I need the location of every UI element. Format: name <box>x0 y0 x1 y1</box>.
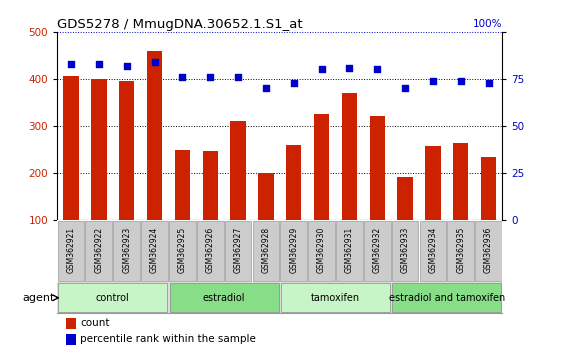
Text: 100%: 100% <box>473 19 502 29</box>
Text: control: control <box>96 293 130 303</box>
Text: GSM362923: GSM362923 <box>122 227 131 273</box>
Text: GDS5278 / MmugDNA.30652.1.S1_at: GDS5278 / MmugDNA.30652.1.S1_at <box>57 18 303 31</box>
Bar <box>286 145 301 219</box>
Bar <box>203 151 218 219</box>
FancyBboxPatch shape <box>336 221 363 281</box>
FancyBboxPatch shape <box>86 221 112 281</box>
Point <box>400 85 409 91</box>
Bar <box>119 81 134 219</box>
Point <box>262 85 271 91</box>
FancyBboxPatch shape <box>197 221 224 281</box>
Point <box>484 80 493 85</box>
Bar <box>369 116 385 219</box>
Text: GSM362933: GSM362933 <box>400 227 409 273</box>
FancyBboxPatch shape <box>169 221 196 281</box>
Text: GSM362934: GSM362934 <box>428 227 437 273</box>
FancyBboxPatch shape <box>392 221 419 281</box>
FancyBboxPatch shape <box>170 283 279 312</box>
Text: GSM362928: GSM362928 <box>262 227 271 273</box>
FancyBboxPatch shape <box>58 221 85 281</box>
Bar <box>63 76 79 219</box>
Text: GSM362926: GSM362926 <box>206 227 215 273</box>
Text: GSM362931: GSM362931 <box>345 227 354 273</box>
FancyBboxPatch shape <box>252 221 279 281</box>
Text: tamoxifen: tamoxifen <box>311 293 360 303</box>
Text: GSM362925: GSM362925 <box>178 227 187 273</box>
Point <box>178 74 187 80</box>
Text: GSM362936: GSM362936 <box>484 227 493 273</box>
Point <box>345 65 354 70</box>
Text: GSM362929: GSM362929 <box>289 227 298 273</box>
Bar <box>425 146 441 219</box>
FancyBboxPatch shape <box>475 221 502 281</box>
Bar <box>66 333 76 345</box>
Point <box>456 78 465 84</box>
Text: GSM362927: GSM362927 <box>234 227 243 273</box>
Text: count: count <box>81 319 110 329</box>
FancyBboxPatch shape <box>392 283 501 312</box>
Text: GSM362922: GSM362922 <box>94 227 103 273</box>
Bar <box>147 51 162 219</box>
Text: GSM362930: GSM362930 <box>317 227 326 273</box>
Text: GSM362935: GSM362935 <box>456 227 465 273</box>
Bar <box>230 121 246 219</box>
FancyBboxPatch shape <box>447 221 474 281</box>
FancyBboxPatch shape <box>58 283 167 312</box>
FancyBboxPatch shape <box>141 221 168 281</box>
FancyBboxPatch shape <box>420 221 447 281</box>
Bar <box>453 143 468 219</box>
Point <box>373 67 382 72</box>
Point <box>94 61 103 67</box>
Bar <box>258 173 274 219</box>
FancyBboxPatch shape <box>280 221 307 281</box>
Text: GSM362932: GSM362932 <box>373 227 382 273</box>
Text: estradiol and tamoxifen: estradiol and tamoxifen <box>389 293 505 303</box>
Bar <box>481 157 496 219</box>
Bar <box>341 93 357 219</box>
FancyBboxPatch shape <box>281 283 390 312</box>
Point <box>206 74 215 80</box>
Bar <box>66 318 76 330</box>
Text: GSM362921: GSM362921 <box>66 227 75 273</box>
Text: estradiol: estradiol <box>203 293 246 303</box>
Point <box>122 63 131 68</box>
Bar <box>91 79 107 219</box>
FancyBboxPatch shape <box>308 221 335 281</box>
Bar <box>397 177 413 219</box>
FancyBboxPatch shape <box>364 221 391 281</box>
Point <box>234 74 243 80</box>
Bar <box>175 150 190 219</box>
Point <box>317 67 326 72</box>
Point <box>428 78 437 84</box>
FancyBboxPatch shape <box>224 221 251 281</box>
Point <box>289 80 298 85</box>
Bar <box>314 114 329 219</box>
Text: GSM362924: GSM362924 <box>150 227 159 273</box>
Text: agent: agent <box>22 293 54 303</box>
FancyBboxPatch shape <box>113 221 140 281</box>
Point <box>66 61 75 67</box>
Text: percentile rank within the sample: percentile rank within the sample <box>81 334 256 344</box>
Point <box>150 59 159 65</box>
